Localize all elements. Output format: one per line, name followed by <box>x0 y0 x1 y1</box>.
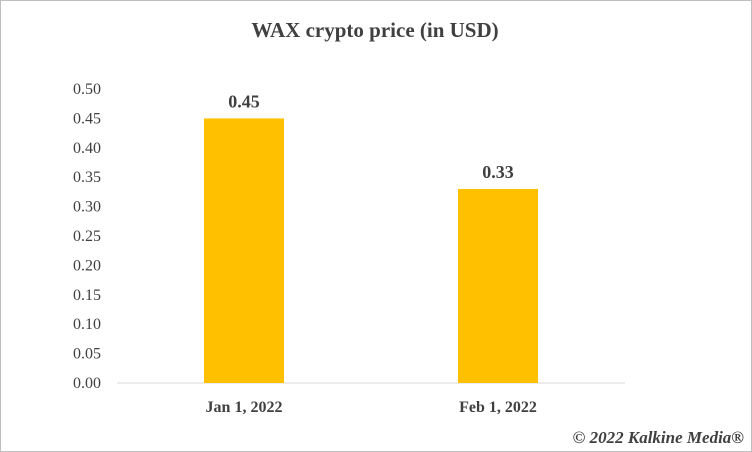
y-tick-label: 0.25 <box>73 228 101 245</box>
data-label: 0.45 <box>228 91 260 111</box>
data-labels: 0.45 0.33 <box>228 91 514 182</box>
y-tick-label: 0.20 <box>73 257 101 274</box>
y-tick-label: 0.40 <box>73 140 101 157</box>
x-axis-ticks: Jan 1, 2022 Feb 1, 2022 <box>206 399 537 416</box>
y-tick-label: 0.05 <box>73 346 101 363</box>
y-tick-label: 0.50 <box>73 81 101 98</box>
y-tick-label: 0.10 <box>73 316 101 333</box>
y-tick-label: 0.45 <box>73 110 101 127</box>
y-tick-label: 0.15 <box>73 287 101 304</box>
copyright-credit: © 2022 Kalkine Media® <box>573 428 745 447</box>
y-axis-ticks: 0.00 0.05 0.10 0.15 0.20 0.25 0.30 0.35 0.40 0.45… <box>73 81 101 392</box>
chart-title: WAX crypto price (in USD) <box>251 18 498 42</box>
bar <box>458 188 538 383</box>
x-tick-label: Jan 1, 2022 <box>206 399 283 416</box>
bars <box>204 118 538 384</box>
data-label: 0.33 <box>482 162 514 182</box>
y-tick-label: 0.30 <box>73 199 101 216</box>
y-tick-label: 0.35 <box>73 169 101 186</box>
y-tick-label: 0.00 <box>73 375 101 392</box>
x-tick-label: Feb 1, 2022 <box>459 399 537 416</box>
bar <box>204 118 284 384</box>
